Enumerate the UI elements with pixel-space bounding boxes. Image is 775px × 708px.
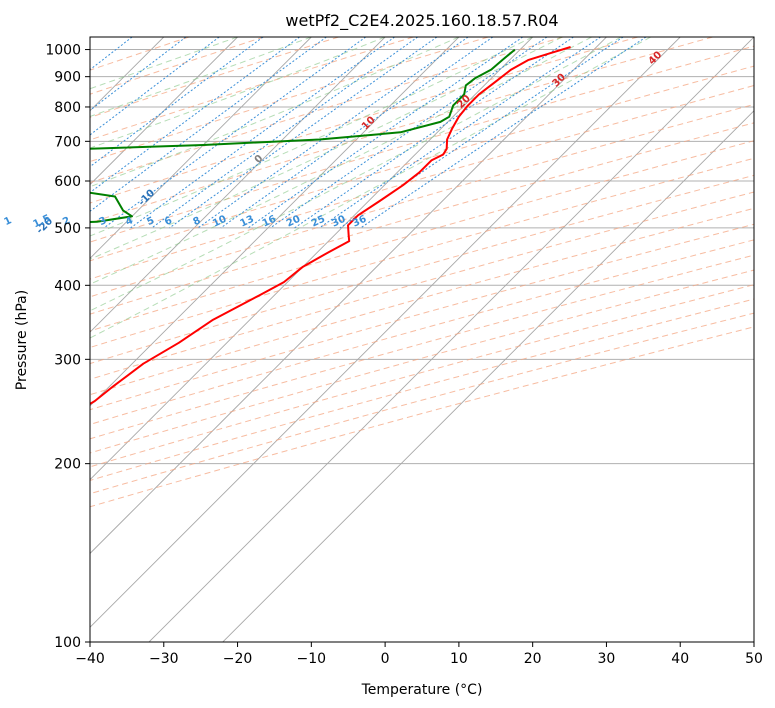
x-tick-label: −30 <box>149 651 179 667</box>
mixing-ratio-label: 16 <box>261 214 278 230</box>
mixing-ratio-line <box>270 37 548 229</box>
x-tick-label: 0 <box>381 651 390 667</box>
mixing-ratio-label: 25 <box>310 214 327 230</box>
mixing-ratio-line <box>294 37 574 229</box>
isotherm-line <box>90 37 386 333</box>
mixing-ratio-line <box>90 37 327 212</box>
mixing-ratio-line <box>103 37 366 229</box>
dry-adiabat-line <box>90 37 713 224</box>
moist-adiabat-line <box>90 37 386 149</box>
x-tick-label: 40 <box>671 651 689 667</box>
moist-adiabat-line <box>90 37 651 339</box>
x-tick-label: 50 <box>745 651 763 667</box>
isotherm-line <box>90 37 460 407</box>
y-tick-label: 900 <box>54 70 81 86</box>
mixing-ratio-line <box>220 37 494 229</box>
temperature-profile-line <box>90 46 571 406</box>
mixing-ratio-label: 3 <box>97 215 108 228</box>
isotherm-line <box>90 37 312 259</box>
mixing-ratio-label: 5 <box>145 215 156 228</box>
y-tick-label: 100 <box>54 635 81 651</box>
y-tick-label: 300 <box>54 352 81 368</box>
isotherm-line <box>90 37 681 628</box>
chart-title: wetPf2_C2E4.2025.160.18.57.R04 <box>285 11 558 31</box>
mixing-ratio-line <box>247 37 524 229</box>
y-axis-title: Pressure (hPa) <box>14 290 30 390</box>
dry-adiabat-line <box>90 239 754 425</box>
isotherm-line <box>90 37 607 555</box>
y-tick-label: 400 <box>54 278 81 294</box>
dry-adiabat-line <box>90 269 754 454</box>
dry-adiabat-line <box>90 122 754 315</box>
mixing-ratio-label: 4 <box>124 215 135 228</box>
mixing-ratio-label: 6 <box>163 215 174 228</box>
mixing-ratio-label: 8 <box>192 215 203 228</box>
dry-adiabat-line <box>90 140 754 332</box>
x-tick-label: −20 <box>223 651 253 667</box>
mixing-ratio-label: 36 <box>351 214 368 230</box>
x-tick-label: 20 <box>524 651 542 667</box>
dry-adiabat-line <box>90 223 754 411</box>
dry-adiabat-line <box>90 84 754 280</box>
moist-adiabat-line <box>90 37 312 118</box>
mixing-ratio-label: 30 <box>330 214 347 230</box>
dewpoint-profile-line <box>90 48 516 223</box>
moist-adiabat-line <box>90 37 533 237</box>
x-tick-label: −10 <box>297 651 327 667</box>
x-tick-label: 30 <box>598 651 616 667</box>
isotherm-line <box>148 37 754 642</box>
moist-adiabat-line <box>90 37 563 260</box>
dry-adiabat-line <box>90 65 754 262</box>
x-tick-label: −40 <box>75 651 105 667</box>
mixing-ratio-label: 13 <box>239 214 256 230</box>
mixing-ratio-line <box>360 37 647 229</box>
dry-adiabat-line <box>90 37 638 204</box>
moist-adiabat-line <box>90 37 622 312</box>
y-tick-label: 500 <box>54 221 81 237</box>
mixing-ratio-label: 2 <box>61 215 72 228</box>
isotherm-line <box>222 110 754 642</box>
x-tick-label: 10 <box>450 651 468 667</box>
dry-adiabat-line <box>90 298 754 481</box>
y-tick-label: 1000 <box>45 43 81 59</box>
y-tick-label: 200 <box>54 457 81 473</box>
mixing-ratio-line <box>151 37 418 229</box>
mixing-ratio-line <box>130 37 395 229</box>
dry-adiabat-line <box>90 103 754 298</box>
y-tick-label: 800 <box>54 100 81 116</box>
x-axis-title: Temperature (°C) <box>361 682 483 698</box>
y-tick-label: 700 <box>54 134 81 150</box>
y-tick-label: 600 <box>54 174 81 190</box>
isotherm-line <box>90 37 238 186</box>
mixing-ratio-label: 20 <box>285 214 302 230</box>
moist-adiabat-line <box>90 37 592 285</box>
mixing-ratio-line <box>90 37 220 136</box>
mixing-ratio-label: 1 <box>3 215 14 228</box>
mixing-ratio-line <box>197 37 469 229</box>
dry-adiabat-line <box>90 37 489 163</box>
plot-frame <box>89 36 755 643</box>
mixing-ratio-line <box>169 37 438 229</box>
mixing-ratio-label: 10 <box>211 214 228 230</box>
dry-adiabat-line <box>90 312 754 495</box>
dry-adiabat-line <box>90 37 264 95</box>
